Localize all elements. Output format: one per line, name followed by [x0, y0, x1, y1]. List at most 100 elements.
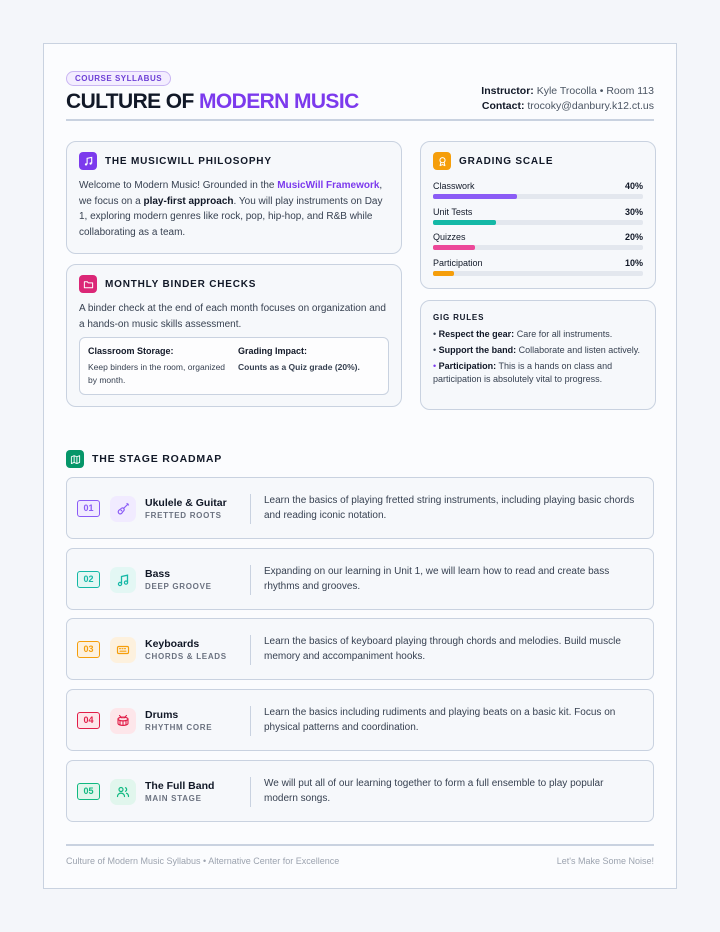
instructor-value: Kyle Trocolla • Room 113: [536, 85, 654, 97]
grade-bar-fill: [433, 219, 496, 225]
music-note-icon: [110, 566, 136, 593]
grade-row: Quizzes 20%: [433, 232, 643, 258]
stage-name: The Full Band: [145, 779, 215, 792]
roadmap-stage: 01 Ukulele & Guitar FRETTED ROOTS Learn the…: [66, 477, 654, 539]
stage-description: Learn the basics of playing fretted stri…: [264, 495, 635, 521]
grade-label: Classwork: [433, 181, 475, 191]
grade-track: [433, 194, 643, 199]
grade-track: [433, 219, 643, 225]
stage-subtitle: DEEP GROOVE: [145, 581, 212, 591]
stage-divider: [250, 635, 251, 666]
folder-icon: [79, 275, 97, 293]
title-accent: MODERN MUSIC: [199, 90, 359, 113]
roadmap-header: THE STAGE ROADMAP: [66, 450, 222, 468]
stage-subtitle: RHYTHM CORE: [145, 723, 213, 733]
users-icon: [110, 778, 136, 805]
philosophy-card: THE MUSICWILL PHILOSOPHY Welcome to Mode…: [66, 141, 402, 254]
contact-label: Contact:: [481, 100, 525, 112]
gig-rule: • Respect the gear: Care for all instrum…: [433, 329, 613, 339]
stage-subtitle: CHORDS & LEADS: [145, 652, 227, 662]
grade-row: Unit Tests 30%: [433, 207, 643, 233]
contact-email[interactable]: trocoky@danbury.k12.ct.us: [527, 100, 654, 112]
binder-text: A binder check at the end of each month …: [79, 303, 386, 330]
gig-rules-title: GIG RULES: [433, 313, 485, 322]
grade-track: [433, 270, 643, 276]
grade-percent: 30%: [624, 206, 643, 217]
music-note-icon: [79, 152, 97, 170]
impact-text: Counts as a Quiz grade (20%).: [238, 362, 360, 372]
instructor-label: Instructor:: [481, 85, 534, 97]
roadmap-stage: 03 Keyboards CHORDS & LEADS Learn the basic…: [66, 618, 654, 681]
binder-card: MONTHLY BINDER CHECKS A binder check at …: [66, 264, 402, 407]
grading-title: GRADING SCALE: [459, 155, 554, 167]
stage-number: 04: [77, 712, 100, 730]
gig-rule-label: Support the band:: [438, 345, 517, 355]
grade-percent: 40%: [624, 181, 643, 191]
title-main: CULTURE OF: [66, 90, 199, 113]
musicwill-framework-link: MusicWill Framework: [277, 180, 380, 191]
philosophy-text: Welcome to Modern Music! Grounded in the…: [79, 178, 391, 240]
gig-rule-text: Care for all instruments.: [514, 329, 613, 339]
storage-label: Classroom Storage:: [88, 346, 174, 356]
footer-left: Culture of Modern Music Syllabus • Alter…: [66, 856, 340, 866]
stage-description: Learn the basics of keyboard playing thr…: [264, 636, 621, 663]
grade-track: [433, 245, 643, 250]
grade-bar-fill: [433, 270, 454, 276]
grade-label: Participation: [433, 257, 483, 268]
grade-bar-fill: [433, 194, 517, 199]
stage-number: 01: [77, 500, 100, 517]
course-syllabus-badge: COURSE SYLLABUS: [66, 71, 172, 86]
award-icon: [433, 152, 451, 170]
gig-rule-label: Participation:: [438, 361, 497, 371]
gig-rules-list: • Respect the gear: Care for all instrum…: [433, 328, 645, 389]
syllabus-page: COURSE SYLLABUS CULTURE OF MODERN MUSIC …: [43, 43, 677, 889]
footer-right: Let's Make Some Noise!: [556, 856, 654, 866]
stage-description: Learn the basics including rudiments and…: [264, 707, 616, 734]
stage-divider: [250, 564, 251, 595]
page-title: CULTURE OF MODERN MUSIC: [66, 90, 359, 114]
stage-subtitle: FRETTED ROOTS: [145, 511, 222, 520]
grade-row: Classwork 40%: [433, 181, 643, 207]
drum-icon: [110, 708, 136, 735]
instructor-info: Instructor: Kyle Trocolla • Room 113 Con…: [481, 84, 654, 114]
stage-number: 05: [77, 782, 100, 800]
keyboard-icon: [110, 637, 136, 664]
gig-rule-text: This is a hands on class and participati…: [433, 361, 613, 384]
gig-rule: • Participation: This is a hands on clas…: [433, 361, 613, 384]
stage-number: 03: [77, 641, 100, 659]
map-icon: [66, 450, 84, 468]
stage-divider: [250, 706, 251, 737]
roadmap-stage: 05 The Full Band MAIN STAGE We will put all…: [66, 759, 654, 822]
grade-percent: 10%: [624, 257, 643, 268]
binder-details-box: Classroom Storage: Keep binders in the r…: [79, 337, 389, 395]
grading-card: GRADING SCALE Classwork 40% Unit Tests 30% Q…: [420, 141, 656, 289]
roadmap-stage: 02 Bass DEEP GROOVE Expanding on our learni…: [66, 547, 654, 610]
impact-label: Grading Impact:: [238, 346, 308, 356]
stage-divider: [250, 494, 251, 524]
binder-title: MONTHLY BINDER CHECKS: [105, 278, 257, 290]
stage-number: 02: [77, 570, 100, 588]
stage-description: Expanding on our learning in Unit 1, we …: [264, 565, 610, 592]
stage-subtitle: MAIN STAGE: [145, 793, 202, 803]
stage-name: Bass: [145, 567, 171, 580]
guitar-icon: [110, 496, 136, 522]
stage-name: Drums: [145, 709, 179, 722]
gig-rule: • Support the band: Collaborate and list…: [433, 345, 641, 355]
storage-text: Keep binders in the room, organized by m…: [88, 362, 226, 385]
grade-bar-fill: [433, 245, 475, 250]
gig-rule-text: Collaborate and listen actively.: [516, 345, 641, 355]
philosophy-title: THE MUSICWILL PHILOSOPHY: [105, 155, 272, 167]
header-divider: [66, 119, 654, 121]
grade-label: Quizzes: [433, 232, 466, 242]
grade-row: Participation 10%: [433, 258, 643, 284]
stage-divider: [250, 776, 251, 807]
roadmap-title: THE STAGE ROADMAP: [92, 453, 223, 465]
grade-label: Unit Tests: [433, 206, 473, 217]
stage-description: We will put all of our learning together…: [264, 777, 604, 804]
roadmap-stage: 04 Drums RHYTHM CORE Learn the basics inclu…: [66, 689, 654, 752]
philosophy-text-3: . You will play instruments on Day 1, ex…: [79, 195, 383, 238]
gig-rule-label: Respect the gear:: [438, 329, 515, 339]
philosophy-text-1: Welcome to Modern Music! Grounded in the: [79, 180, 278, 191]
philosophy-text-2: , we focus on a: [79, 180, 383, 207]
grade-percent: 20%: [624, 232, 643, 242]
